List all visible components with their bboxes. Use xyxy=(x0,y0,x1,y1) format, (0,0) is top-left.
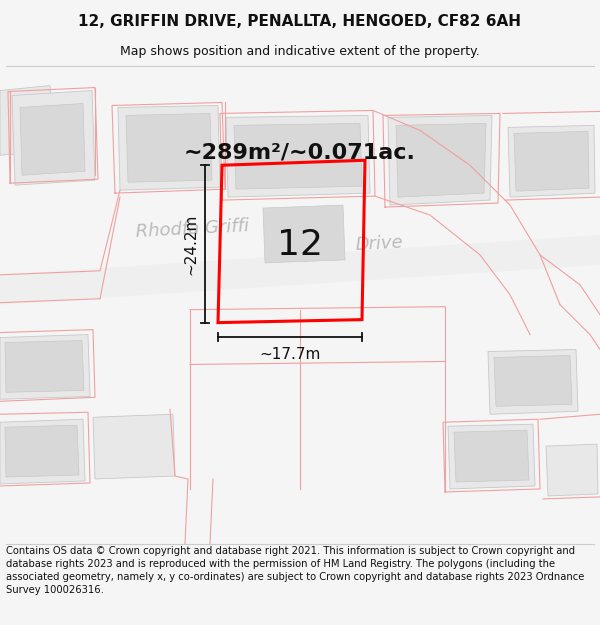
Text: ~17.7m: ~17.7m xyxy=(259,347,320,362)
Polygon shape xyxy=(20,104,85,175)
Text: ~24.2m: ~24.2m xyxy=(184,213,199,274)
Text: Map shows position and indicative extent of the property.: Map shows position and indicative extent… xyxy=(120,45,480,58)
Text: ~289m²/~0.071ac.: ~289m²/~0.071ac. xyxy=(184,142,416,162)
Polygon shape xyxy=(118,106,220,190)
Polygon shape xyxy=(454,430,529,482)
Polygon shape xyxy=(488,349,578,414)
Polygon shape xyxy=(234,123,362,189)
Text: Contains OS data © Crown copyright and database right 2021. This information is : Contains OS data © Crown copyright and d… xyxy=(6,546,584,595)
Polygon shape xyxy=(226,116,370,197)
Polygon shape xyxy=(0,334,90,399)
Polygon shape xyxy=(514,131,589,191)
Polygon shape xyxy=(263,205,345,263)
Text: Rhodfa Griffi: Rhodfa Griffi xyxy=(135,217,249,241)
Polygon shape xyxy=(388,116,492,205)
Polygon shape xyxy=(508,126,595,197)
Text: Drive: Drive xyxy=(355,233,404,254)
Polygon shape xyxy=(0,235,600,304)
Polygon shape xyxy=(5,341,84,392)
Polygon shape xyxy=(93,414,175,479)
Polygon shape xyxy=(5,425,79,477)
Polygon shape xyxy=(396,123,486,197)
Polygon shape xyxy=(126,114,212,182)
Polygon shape xyxy=(546,444,598,496)
Polygon shape xyxy=(0,419,85,484)
Polygon shape xyxy=(0,86,55,155)
Polygon shape xyxy=(494,356,572,406)
Text: 12: 12 xyxy=(277,228,323,262)
Polygon shape xyxy=(12,91,95,185)
Text: 12, GRIFFIN DRIVE, PENALLTA, HENGOED, CF82 6AH: 12, GRIFFIN DRIVE, PENALLTA, HENGOED, CF… xyxy=(79,14,521,29)
Polygon shape xyxy=(448,424,535,489)
